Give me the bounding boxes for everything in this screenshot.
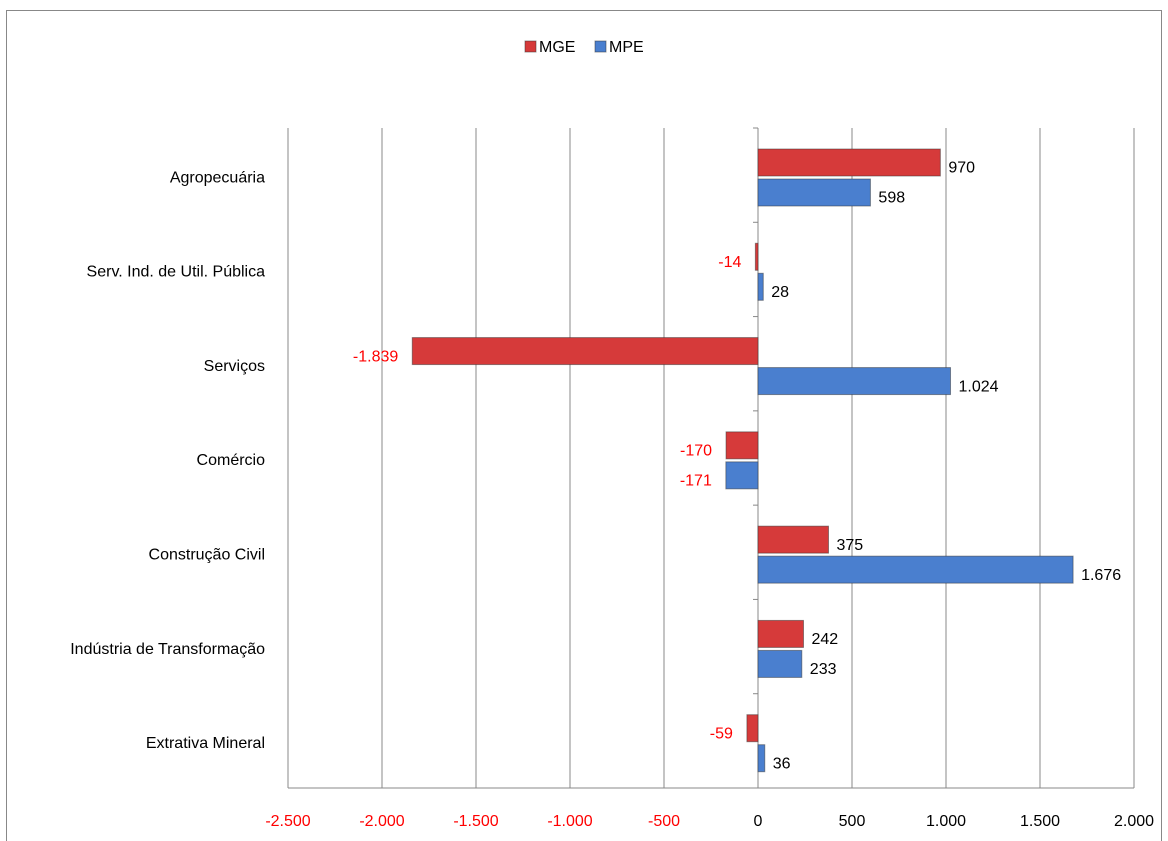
bar: [757, 178, 871, 207]
bar: [746, 714, 759, 743]
x-tick-label: -1.500: [453, 813, 498, 830]
y-tick-label: Serv. Ind. de Util. Pública: [87, 264, 266, 281]
data-label: -170: [680, 443, 712, 460]
chart-border: [6, 10, 1162, 841]
x-tick-label: -1.000: [547, 813, 592, 830]
legend-label: MPE: [609, 39, 644, 56]
x-tick-label: 500: [839, 813, 866, 830]
data-label: -171: [680, 473, 712, 490]
bar: [757, 744, 766, 773]
y-tick-label: Serviços: [204, 358, 265, 375]
data-label: 28: [771, 284, 789, 301]
x-tick-label: 0: [754, 813, 763, 830]
x-tick-label: 1.000: [926, 813, 966, 830]
data-label: 375: [837, 537, 864, 554]
data-label: 1.676: [1081, 567, 1121, 584]
data-label: -14: [718, 254, 741, 271]
y-tick-label: Indústria de Transformação: [70, 641, 265, 658]
data-label: -1.839: [353, 348, 398, 365]
bar: [757, 148, 941, 177]
data-label: 233: [810, 661, 837, 678]
data-label: 36: [773, 755, 791, 772]
y-tick-label: Construção Civil: [149, 547, 265, 564]
data-label: -59: [710, 725, 733, 742]
data-label: 242: [811, 631, 838, 648]
data-label: 1.024: [959, 378, 999, 395]
legend-label: MGE: [539, 39, 575, 56]
y-tick-label: Agropecuária: [170, 169, 265, 186]
legend-swatch: [594, 40, 607, 53]
data-label: 970: [948, 160, 975, 177]
bar: [757, 619, 804, 648]
x-tick-label: -500: [648, 813, 680, 830]
bar: [757, 272, 764, 301]
bar: [757, 525, 829, 554]
x-tick-label: -2.500: [265, 813, 310, 830]
x-tick-label: 2.000: [1114, 813, 1154, 830]
y-tick-label: Comércio: [197, 452, 266, 469]
bar: [757, 649, 803, 678]
x-tick-label: -2.000: [359, 813, 404, 830]
data-label: 598: [878, 190, 905, 207]
bar: [411, 337, 759, 366]
bar: [725, 461, 759, 490]
bar: [757, 367, 952, 396]
bar: [757, 555, 1074, 584]
legend-swatch: [524, 40, 537, 53]
y-tick-label: Extrativa Mineral: [146, 735, 265, 752]
x-tick-label: 1.500: [1020, 813, 1060, 830]
bar: [754, 242, 759, 271]
bar: [725, 431, 759, 460]
